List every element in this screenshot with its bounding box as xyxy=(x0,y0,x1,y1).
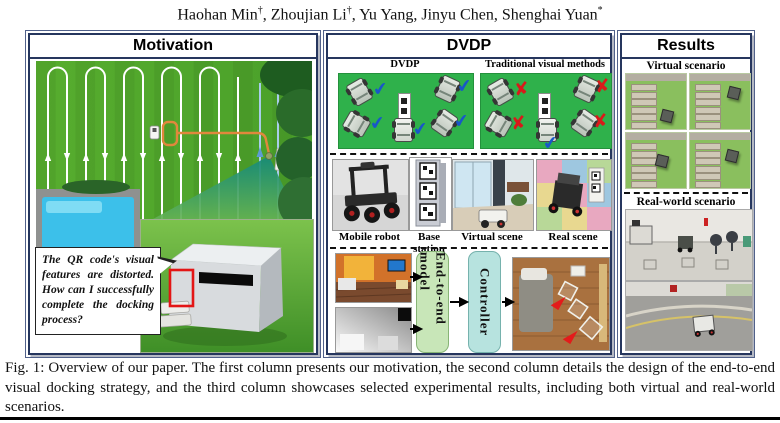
robot-icon xyxy=(486,76,516,108)
robot xyxy=(659,109,675,124)
closeup-photo xyxy=(140,219,314,353)
foam-mats xyxy=(537,160,611,230)
traditional-sub-label: Traditional visual methods xyxy=(485,59,605,70)
base-station-image xyxy=(409,157,452,231)
virtual-scenario-grid xyxy=(625,73,751,189)
marker-tags xyxy=(419,162,437,221)
virtual-tile xyxy=(689,132,751,189)
robot xyxy=(724,148,740,163)
speech-bubble: The QR code's visual features are distor… xyxy=(35,247,179,335)
checkmark-icon: ✔ xyxy=(541,131,560,155)
motivation-panel: Motivation xyxy=(25,30,330,358)
virtual-tile xyxy=(625,73,687,130)
mobile-robot-image xyxy=(332,159,409,231)
real-world-scenario-label: Real-world scenario xyxy=(636,196,736,208)
dashed-separator xyxy=(330,247,608,249)
pool xyxy=(36,189,140,251)
virtual-tile xyxy=(689,73,751,130)
traditional-compare-panel: ✘ ✘ ✘ ✘ ✔ xyxy=(480,73,612,155)
checkmark-icon: ✔ xyxy=(368,111,387,135)
figure-caption: Fig. 1: Overview of our paper. The first… xyxy=(5,360,775,415)
robot-trajectory xyxy=(557,280,604,341)
robot-icon xyxy=(391,118,415,143)
outdoor-robot xyxy=(692,314,716,337)
virtual-scene-image xyxy=(452,159,534,231)
wall-strip xyxy=(690,133,750,140)
cross-icon: ✘ xyxy=(593,75,612,99)
wall-strip xyxy=(626,133,686,140)
author-line: Haohan Min†, Zhoujian Li†, Yu Yang, Jiny… xyxy=(177,5,603,24)
depth-input-image xyxy=(335,307,412,353)
cross-icon: ✘ xyxy=(509,111,528,135)
wall-strip xyxy=(626,74,686,81)
dvdp-sub-label: DVDP xyxy=(390,59,420,70)
dvdp-title: DVDP xyxy=(328,35,610,59)
docking-station-box xyxy=(158,243,283,332)
robot-at-dock xyxy=(265,152,273,160)
virtual-scene-label: Virtual scene xyxy=(461,231,523,243)
real-scene-image xyxy=(536,159,612,231)
dashed-separator xyxy=(624,192,748,194)
motivation-title: Motivation xyxy=(30,35,316,59)
base-station-icon xyxy=(538,93,552,120)
bubble-text: The QR code's visual features are distor… xyxy=(42,254,154,326)
wall-strip xyxy=(690,74,750,81)
indoor-photo xyxy=(625,209,753,281)
aerial-lawn-image xyxy=(36,53,330,255)
base-station-icon xyxy=(397,93,411,120)
robot-icon xyxy=(341,110,372,139)
robot-icon xyxy=(344,76,374,108)
dashed-separator xyxy=(330,153,608,155)
results-panel: Results Virtual scenario Real-world scen… xyxy=(617,30,755,358)
checkmark-icon: ✔ xyxy=(371,78,389,102)
rgb-input-image xyxy=(335,253,412,303)
outdoor-photo xyxy=(625,281,753,351)
dvdp-panel: DVDP DVDP Traditional visual methods ✔ ✔ ✔… xyxy=(323,30,615,358)
cross-icon: ✘ xyxy=(591,110,610,134)
bottom-rule xyxy=(0,417,780,420)
controller-box: Controller xyxy=(468,251,501,353)
docking-result-image xyxy=(512,257,610,351)
robot xyxy=(727,85,742,101)
red-arrows xyxy=(550,296,578,345)
real-robot xyxy=(548,172,584,217)
qr-highlight-box xyxy=(168,268,195,308)
mattress xyxy=(519,274,553,332)
real-scene-label: Real scene xyxy=(548,231,598,243)
robot-icon xyxy=(536,118,560,143)
docking-path xyxy=(149,120,271,155)
end-to-end-model-box: End-to-end model xyxy=(416,251,449,353)
checkmark-icon: ✔ xyxy=(455,75,474,99)
dvdp-compare-panel: ✔ ✔ ✔ ✔ ✔ xyxy=(338,73,474,149)
virtual-tile xyxy=(625,132,687,189)
mobile-robot-render xyxy=(343,161,400,223)
cross-icon: ✘ xyxy=(512,78,530,102)
virtual-scenario-label: Virtual scenario xyxy=(646,60,726,72)
mobile-robot-label: Mobile robot xyxy=(338,231,401,243)
checkmark-icon: ✔ xyxy=(452,110,471,134)
checkmark-icon: ✔ xyxy=(411,117,430,141)
robot xyxy=(654,153,670,169)
results-title: Results xyxy=(622,35,750,59)
